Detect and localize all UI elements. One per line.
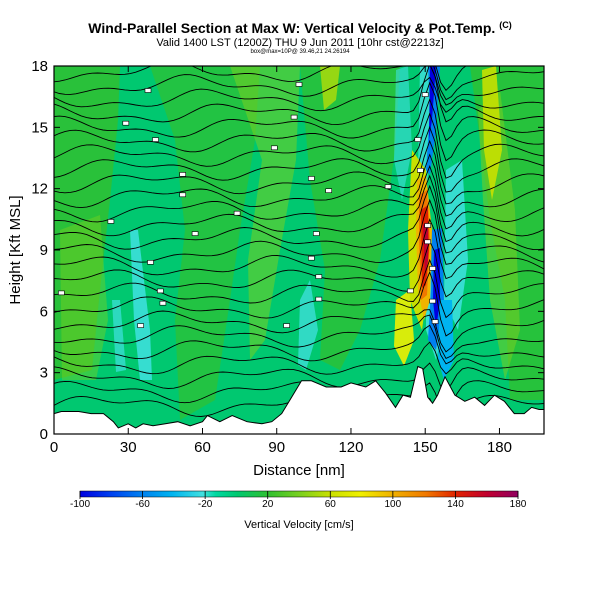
- theta-label-marker: [308, 255, 315, 261]
- x-tick-label: 90: [268, 439, 285, 456]
- theta-label-marker: [424, 223, 432, 228]
- theta-contour: [54, 112, 544, 179]
- theta-contour: [54, 314, 544, 359]
- theta-label-marker: [290, 114, 298, 120]
- theta-contour: [54, 66, 544, 126]
- chart-subtitle: Valid 1400 LST (1200Z) THU 9 Jun 2011 [1…: [156, 37, 444, 49]
- y-axis-label: Height [Kft MSL]: [7, 195, 24, 304]
- y-tick-label: 6: [40, 303, 48, 320]
- theta-label-marker: [179, 192, 186, 198]
- theta-contour: [54, 125, 544, 193]
- theta-label-marker: [429, 266, 436, 271]
- y-axis-ticks: 0 3 6 9 12 15 18: [31, 58, 544, 443]
- theta-label-marker: [416, 168, 424, 173]
- theta-contour: [54, 174, 544, 243]
- theta-label-marker: [159, 300, 167, 306]
- y-tick-label: 15: [31, 119, 48, 136]
- theta-contour: [54, 139, 544, 205]
- theta-label-marker: [283, 323, 290, 328]
- x-axis-label: Distance [nm]: [253, 462, 345, 479]
- colorbar-tick-label: -60: [135, 499, 150, 510]
- colorbar-tick-label: -100: [70, 499, 90, 510]
- theta-label-marker: [431, 319, 439, 324]
- theta-contour: [54, 218, 544, 280]
- theta-contour: [54, 81, 544, 142]
- chart-title: Wind-Parallel Section at Max W: Vertical…: [88, 20, 512, 36]
- theta-labels: [58, 82, 439, 328]
- theta-contour: [54, 76, 544, 113]
- colorbar-tick-label: 60: [325, 499, 337, 510]
- theta-label-marker: [144, 88, 152, 93]
- colorbar-tick-label: -20: [198, 499, 213, 510]
- x-tick-label: 60: [194, 439, 211, 456]
- theta-label-marker: [137, 323, 144, 328]
- theta-contour: [267, 66, 467, 91]
- theta-label-marker: [421, 92, 429, 97]
- theta-label-marker: [191, 231, 199, 236]
- colorbar-tick-label: 180: [510, 499, 527, 510]
- colorbar-ticks: -100 -60 -20 20 60 100 140 180: [70, 491, 527, 510]
- theta-label-marker: [270, 145, 278, 151]
- theta-label-marker: [147, 259, 154, 265]
- theta-label-marker: [152, 137, 159, 142]
- theta-label-marker: [424, 239, 432, 245]
- theta-label-marker: [179, 172, 186, 177]
- theta-label-marker: [157, 288, 164, 294]
- theta-label-marker: [325, 188, 333, 193]
- theta-label-marker: [384, 184, 392, 189]
- colorbar-label: Vertical Velocity [cm/s]: [244, 519, 353, 531]
- y-tick-label: 12: [31, 181, 48, 198]
- theta-label-marker: [414, 137, 422, 142]
- theta-contour: [54, 380, 544, 414]
- colorbar: [79, 490, 519, 498]
- colorbar-tick-label: 100: [385, 499, 402, 510]
- x-tick-label: 150: [413, 439, 438, 456]
- y-tick-label: 0: [40, 426, 48, 443]
- theta-label-marker: [429, 298, 436, 304]
- theta-contour: [54, 66, 544, 106]
- theta-contour: [54, 270, 544, 337]
- chart-subtitle-detail: box@max=10P@ 39.46,21 24.26194: [250, 49, 350, 55]
- theta-contour: [54, 341, 544, 375]
- theta-label-marker: [233, 210, 241, 216]
- x-tick-label: 30: [120, 439, 137, 456]
- theta-contour: [54, 184, 544, 254]
- copyright-mark: (C): [499, 20, 512, 30]
- theta-contour: [54, 258, 544, 319]
- colorbar-tick-label: 20: [262, 499, 274, 510]
- terrain-profile: [54, 365, 544, 434]
- theta-label-marker: [315, 274, 323, 279]
- theta-contour: [54, 324, 544, 365]
- theta-label-marker: [122, 120, 130, 126]
- theta-label-marker: [312, 231, 320, 236]
- theta-contour: [54, 165, 544, 230]
- theta-label-marker: [315, 296, 323, 302]
- x-tick-label: 0: [50, 439, 58, 456]
- theta-label-marker: [58, 290, 65, 296]
- y-tick-label: 3: [40, 365, 48, 382]
- theta-contour: [54, 98, 544, 162]
- theta-contour: [54, 362, 544, 392]
- theta-contour: [54, 239, 544, 298]
- theta-contour: [54, 198, 544, 265]
- x-tick-label: 180: [487, 439, 512, 456]
- theta-contour: [54, 153, 544, 217]
- theta-label-marker: [107, 219, 115, 224]
- x-tick-label: 120: [338, 439, 363, 456]
- theta-label-marker: [295, 82, 303, 87]
- theta-contour: [54, 66, 544, 101]
- x-axis-ticks: 0 30 60 90 120 150 180: [50, 66, 512, 456]
- colorbar-tick-label: 140: [447, 499, 464, 510]
- y-tick-label: 18: [31, 58, 48, 75]
- theta-label-marker: [308, 176, 315, 181]
- y-tick-label: 9: [40, 242, 48, 259]
- theta-contour: [54, 309, 544, 353]
- theta-label-marker: [407, 288, 414, 294]
